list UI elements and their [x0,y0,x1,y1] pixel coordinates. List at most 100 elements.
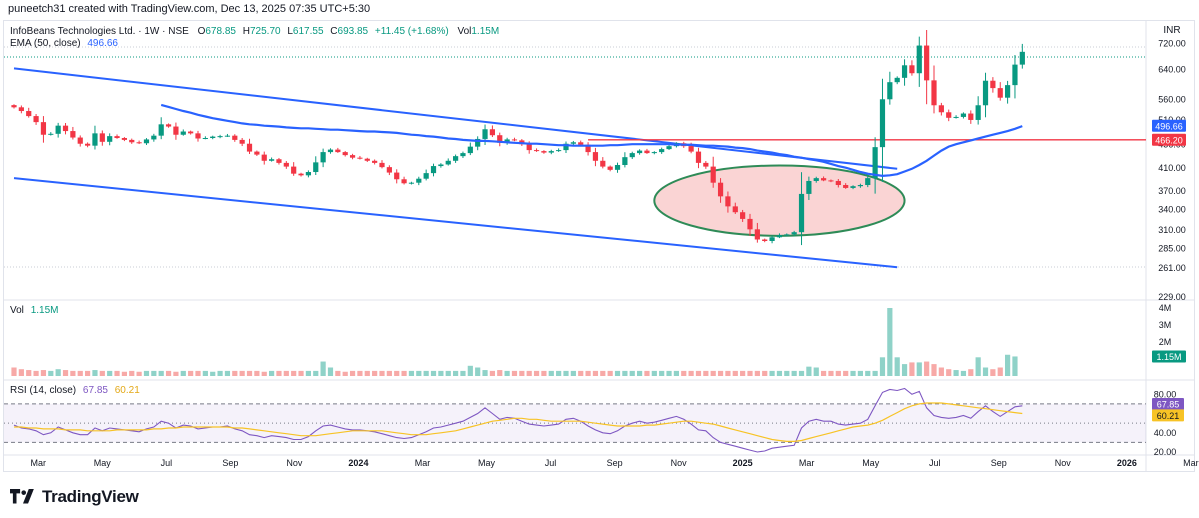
volume-tick-label: 3M [1159,320,1172,330]
channel-layer [13,67,898,269]
candle [291,162,297,176]
volume-bar [732,370,738,376]
candle [438,163,444,168]
candle [99,130,105,146]
candle-body [261,154,267,161]
candle [894,76,900,85]
candle [784,233,790,237]
candle-body [592,152,599,161]
ema50-line[interactable] [160,103,1023,178]
channel-lower-line[interactable] [13,177,898,269]
candle [173,122,179,140]
volume-bar [99,370,105,376]
candle-body [143,139,150,144]
high-value: 725.70 [250,26,281,37]
volume-bar [416,370,422,376]
candle [762,238,768,243]
candle-body [188,131,194,134]
volume-bar [857,370,863,376]
candle-body [533,150,540,152]
volume-legend[interactable]: Vol 1.15M [10,305,58,316]
candle-body [556,150,562,152]
candle-body [151,135,157,140]
rsi-ma-line[interactable] [14,402,1023,442]
candle-body [548,151,554,153]
rsi-layer [4,387,1146,453]
tradingview-logo-text: TradingView [42,487,139,506]
rsi-ma-last-label: 60.21 [1152,409,1184,422]
volume-bar [968,369,974,376]
volume-bar [475,367,481,376]
volume-bar [821,370,827,376]
candle-body [254,151,260,155]
volume-bar [541,370,547,376]
volume-tick-label: 4M [1159,303,1172,313]
candle [548,149,554,155]
candle [990,77,996,93]
volume-bar [298,370,304,376]
tradingview-logo[interactable]: TradingView [10,487,139,507]
candle [180,129,186,136]
volume-bar [909,362,915,376]
candle [85,142,91,148]
rsi-tick-label: 40.00 [1154,428,1177,438]
volume-bar [188,370,194,376]
candle [313,156,319,176]
candle-body [158,124,164,136]
candle [62,123,69,135]
candle-body [637,150,643,154]
ema-legend[interactable]: EMA (50, close) 496.66 [10,38,118,49]
candle [607,165,613,172]
candle-body [526,144,532,151]
candle-body [835,180,841,186]
candle [850,185,856,190]
volume-bar [246,370,253,376]
candle-body [423,173,429,179]
volume-bar [614,370,621,376]
volume-bar [276,370,282,376]
rsi-legend[interactable]: RSI (14, close) 67.85 60.21 [10,385,140,396]
rsi-line[interactable] [13,387,1023,453]
candle [202,136,208,140]
candle-body [313,162,319,173]
candle-body [821,178,827,181]
volume-bar [556,370,562,376]
candle [269,157,275,162]
candle-body [695,151,702,163]
candle-body [283,162,289,167]
currency-label[interactable]: INR [1163,25,1180,36]
candle [556,148,562,152]
candle-body [430,166,437,174]
rsi-axis-ticks: 80.00 40.00 20.00 67.85 60.21 [1152,389,1184,457]
level-price-label: 466.20 [1152,133,1186,146]
volume-bar [349,370,356,376]
volume-bar [151,370,157,376]
candle-body [629,153,635,158]
volume-bar [430,370,437,376]
symbol-title[interactable]: InfoBeans Technologies Ltd. · 1W · NSE [10,26,189,37]
candle-body [202,138,208,140]
highlight-ellipse[interactable] [653,164,906,237]
time-tick-label: Mar [415,458,431,468]
volume-bar [401,370,407,376]
candle-body [408,182,415,184]
candle [364,157,370,162]
chart-frame [3,20,1195,472]
volume-bar [18,369,24,376]
candle [791,230,797,236]
price-tick-label: 310.00 [1158,225,1186,235]
volume-bar [77,370,83,376]
volume-bar [342,371,348,376]
candle [600,157,606,169]
volume-bar [703,370,709,376]
candle [239,138,245,147]
candle-body [798,193,805,233]
volume-bar [482,370,488,376]
candle [320,148,326,168]
candle [740,209,746,222]
candle [55,122,61,138]
candle [798,172,805,246]
candle [776,233,783,239]
channel-upper-line[interactable] [13,67,898,170]
